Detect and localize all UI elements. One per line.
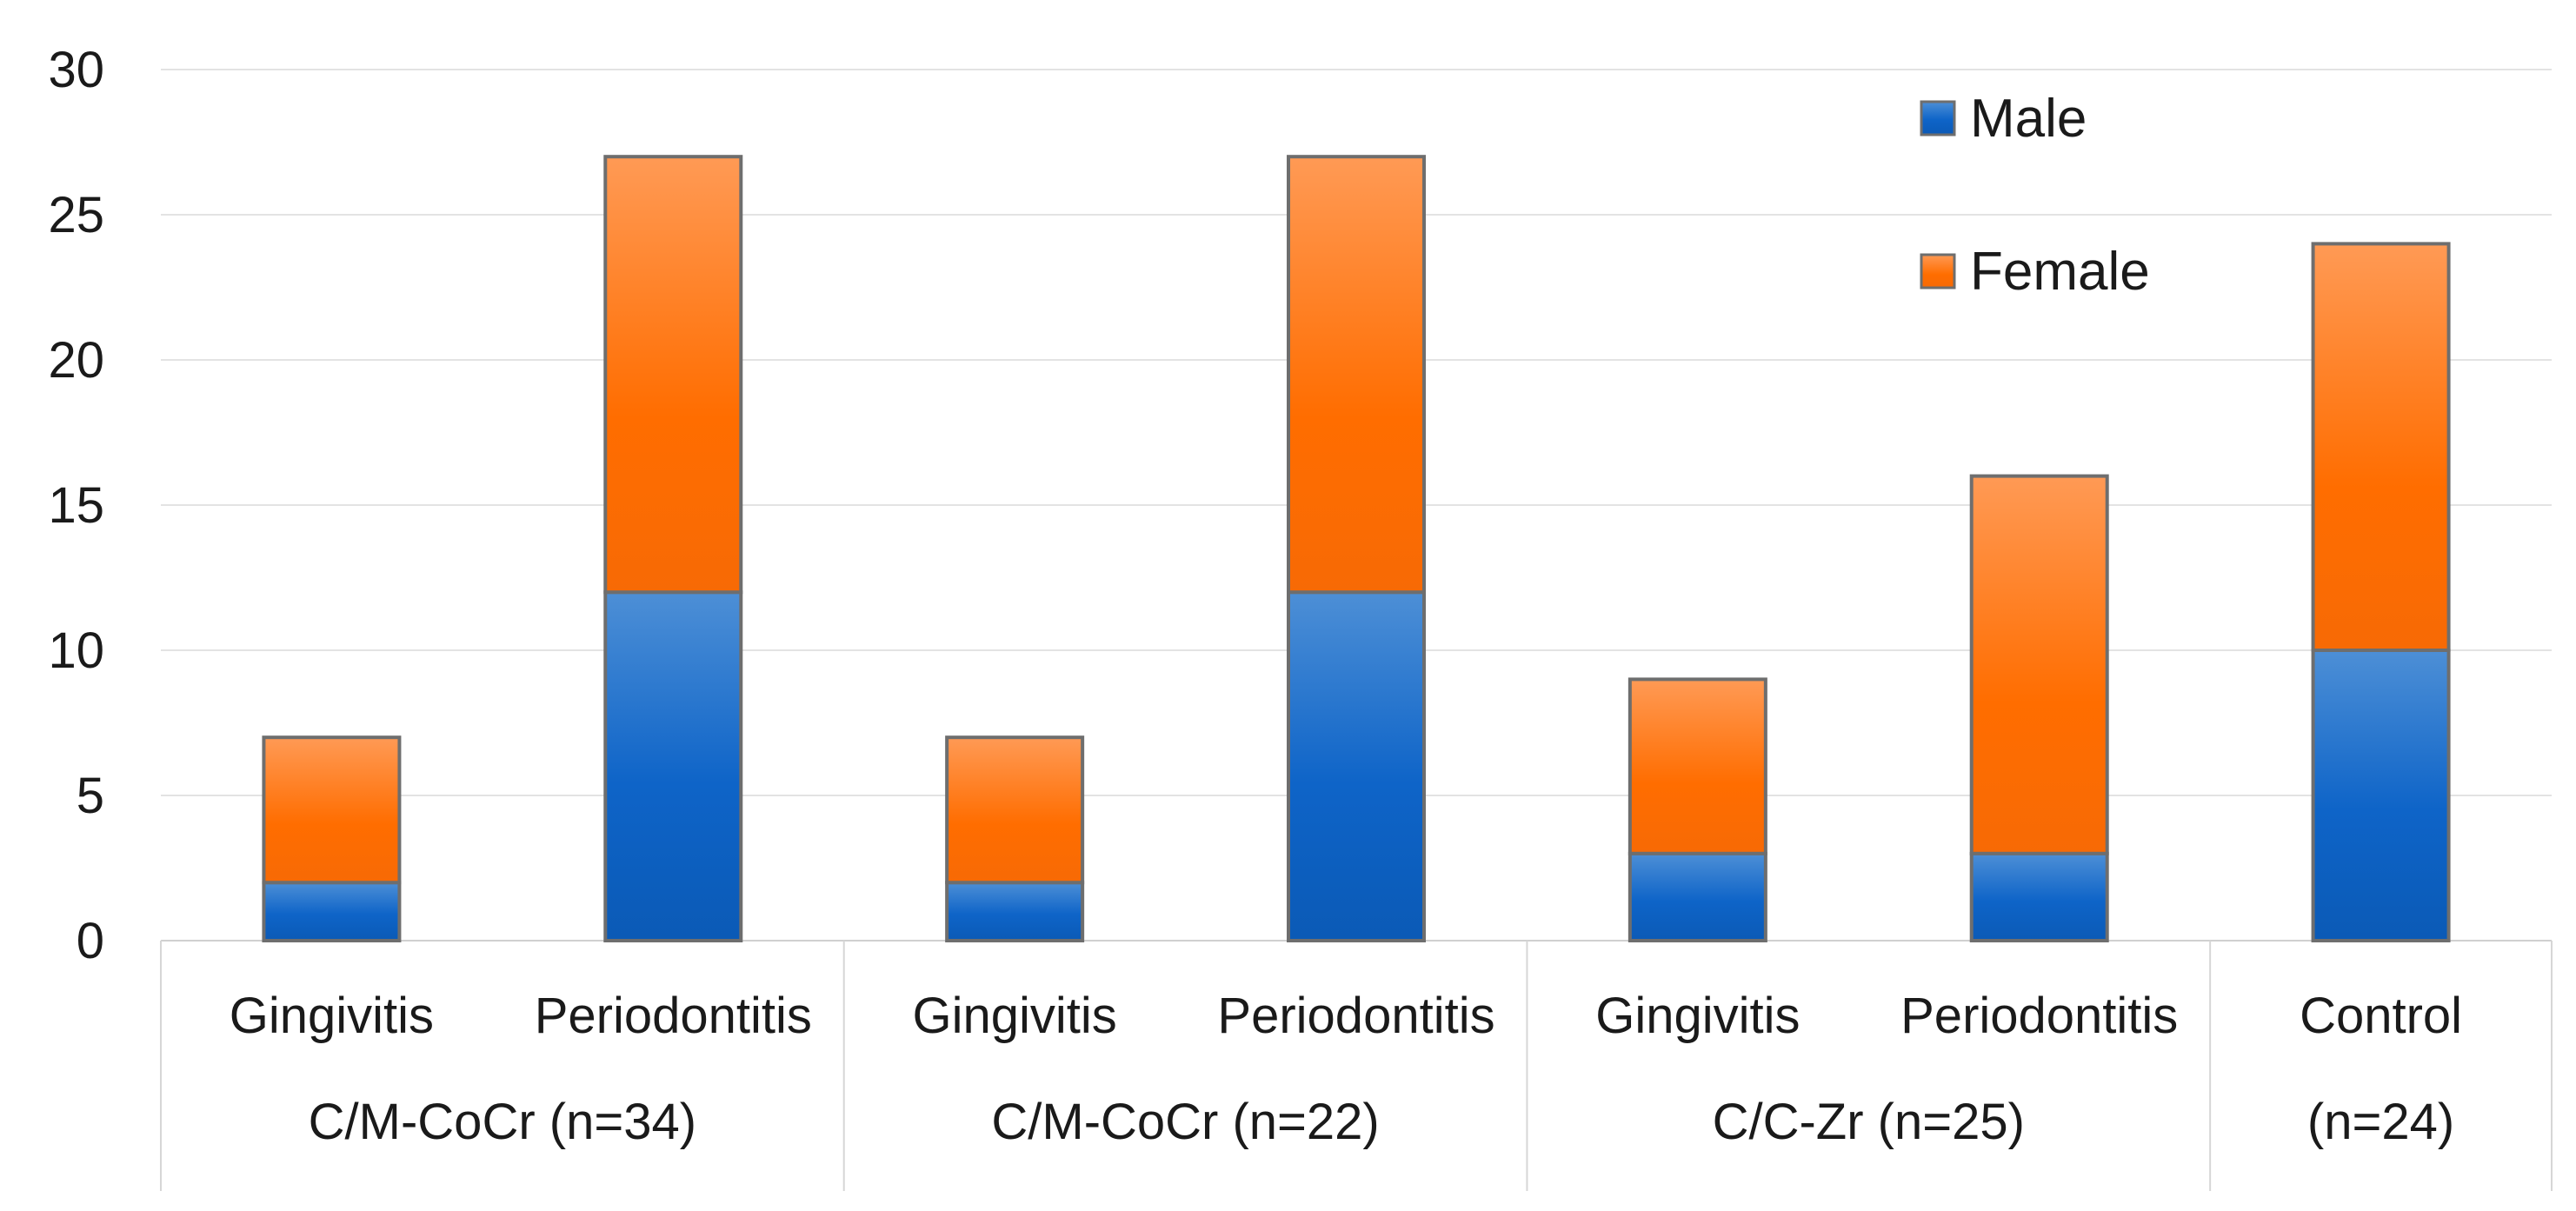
x-axis: Gingivitis Periodontitis Gingivitis Periodo… <box>160 941 2553 1191</box>
y-tick-label: 30 <box>48 42 104 98</box>
y-tick-label: 10 <box>48 622 104 679</box>
bar-female <box>1287 155 1426 595</box>
x-category-label: Periodontitis <box>1217 988 1494 1044</box>
bar-male <box>945 881 1085 943</box>
y-tick-label: 20 <box>48 332 104 389</box>
x-category-label: Gingivitis <box>912 988 1116 1044</box>
bar-male <box>262 881 402 943</box>
bar-female <box>1627 677 1767 855</box>
bar-male <box>2311 649 2451 942</box>
bar-female <box>603 155 743 595</box>
bar-male <box>1287 590 1426 942</box>
y-tick-label: 15 <box>48 477 104 534</box>
x-category-label: Periodontitis <box>1900 988 2178 1044</box>
y-axis: 0 5 10 15 20 25 30 <box>48 42 104 969</box>
bars <box>262 155 2451 943</box>
x-category-label: Periodontitis <box>535 988 812 1044</box>
bar-male <box>1969 851 2109 942</box>
x-group-label: C/C-Zr (n=25) <box>1713 1094 2025 1150</box>
x-category-label: Gingivitis <box>230 988 434 1044</box>
bar-female <box>945 735 1085 885</box>
legend: Male Female <box>1920 89 2150 302</box>
x-group-label: C/M-CoCr (n=34) <box>309 1094 696 1150</box>
legend-swatch-male <box>1920 100 1956 136</box>
x-category-label: Control <box>2300 988 2462 1044</box>
x-group-label: C/M-CoCr (n=22) <box>991 1094 1379 1150</box>
legend-swatch-female <box>1920 253 1956 289</box>
y-tick-label: 0 <box>77 913 104 969</box>
bar-female <box>1969 474 2109 855</box>
legend-label-female: Female <box>1970 242 2150 302</box>
y-tick-label: 25 <box>48 187 104 243</box>
legend-label-male: Male <box>1970 89 2087 149</box>
bar-female <box>2311 242 2451 652</box>
x-group-label: (n=24) <box>2307 1094 2454 1150</box>
x-category-label: Gingivitis <box>1595 988 1800 1044</box>
y-tick-label: 5 <box>77 768 104 824</box>
bar-male <box>603 590 743 942</box>
bar-male <box>1627 851 1767 942</box>
bar-female <box>262 735 402 885</box>
